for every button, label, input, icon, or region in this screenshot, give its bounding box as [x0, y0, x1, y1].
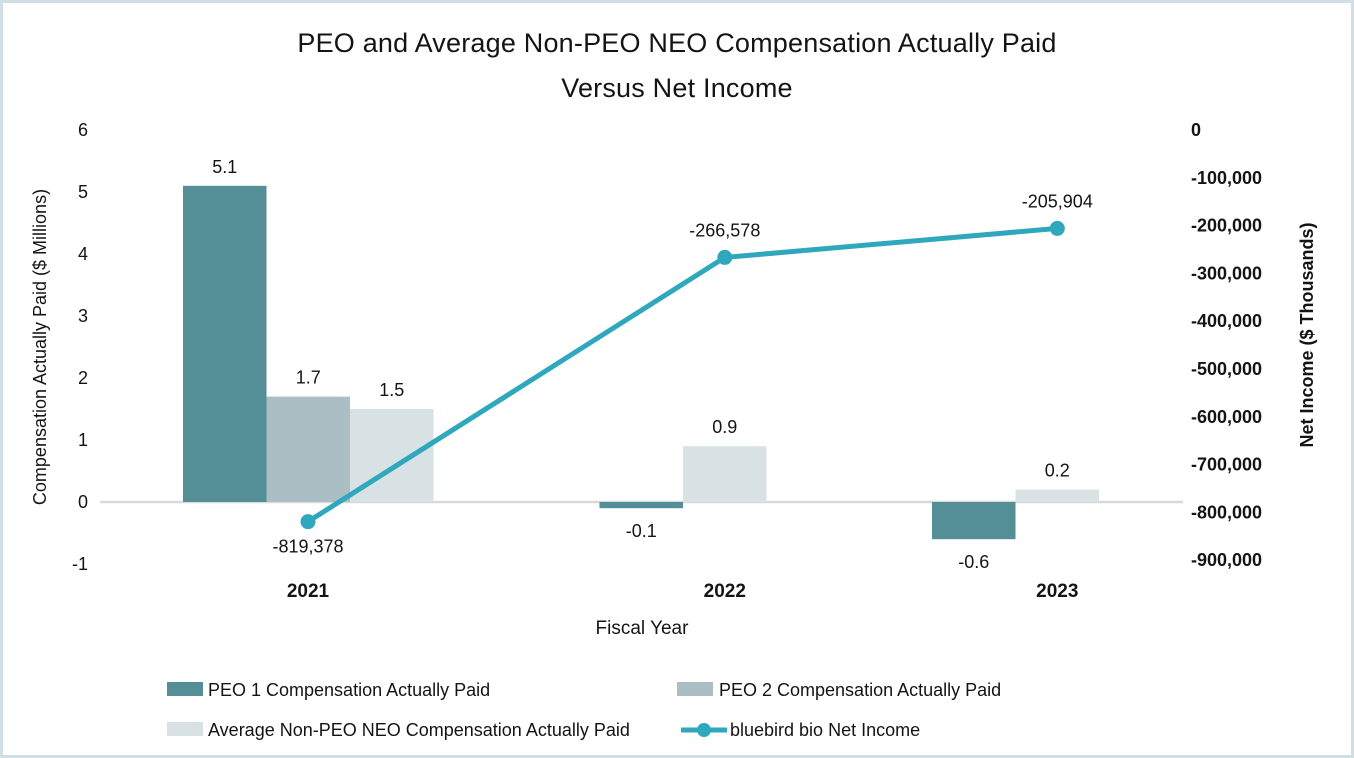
bar-series1-2023 [932, 502, 1016, 540]
bar-value-label: 0.9 [712, 417, 737, 437]
right-axis-tick: -700,000 [1191, 455, 1262, 475]
x-axis-label-2021: 2021 [287, 581, 330, 602]
chart-title-line2: Versus Net Income [561, 73, 793, 103]
legend-swatch-peo2 [677, 682, 713, 696]
left-axis-tick: 2 [78, 368, 88, 388]
bar-value-label: 1.7 [296, 368, 321, 388]
legend-item-peo2: PEO 2 Compensation Actually Paid [677, 680, 1001, 700]
left-axis-tick: 6 [78, 120, 88, 140]
net-income-data-label: -819,378 [272, 537, 343, 557]
left-axis-tick: 5 [78, 182, 88, 202]
right-axis-title: Net Income ($ Thousands) [1297, 222, 1317, 447]
left-axis-tick: -1 [72, 554, 88, 574]
x-axis-category-labels: 2021 2022 2023 [287, 581, 1079, 602]
x-axis-label-2022: 2022 [704, 581, 746, 602]
bar-value-label: -0.1 [626, 521, 657, 541]
legend-label-peo2: PEO 2 Compensation Actually Paid [719, 680, 1001, 700]
legend-item-peo1: PEO 1 Compensation Actually Paid [167, 680, 490, 700]
right-axis-tick: -300,000 [1191, 263, 1262, 283]
legend-swatch-avg-neo [167, 722, 203, 736]
bar-value-label: 1.5 [379, 380, 404, 400]
net-income-marker-2021 [300, 514, 316, 530]
legend-item-avg-neo: Average Non-PEO NEO Compensation Actuall… [167, 720, 630, 740]
right-axis-tick: 0 [1191, 120, 1201, 140]
legend: PEO 1 Compensation Actually Paid PEO 2 C… [167, 680, 1001, 740]
net-income-marker-2022 [717, 249, 733, 265]
bar-series1-2022 [599, 502, 683, 509]
right-axis-tick: -100,000 [1191, 168, 1262, 188]
left-axis-ticks: 6 5 4 3 2 1 0 -1 [72, 120, 88, 574]
net-income-data-label: -266,578 [689, 220, 760, 240]
left-axis-tick: 1 [78, 430, 88, 450]
right-axis-tick: -800,000 [1191, 502, 1262, 522]
left-axis-tick: 0 [78, 492, 88, 512]
right-axis-tick: -500,000 [1191, 359, 1262, 379]
chart-title-line1: PEO and Average Non-PEO NEO Compensation… [297, 28, 1056, 58]
bar-value-label: -0.6 [958, 552, 989, 572]
right-axis-tick: -600,000 [1191, 407, 1262, 427]
legend-label-avg-neo: Average Non-PEO NEO Compensation Actuall… [208, 720, 630, 740]
bar-series1-2021 [183, 185, 267, 503]
legend-label-net-income: bluebird bio Net Income [730, 720, 920, 740]
net-income-data-label: -205,904 [1022, 191, 1093, 211]
right-axis-ticks: 0 -100,000 -200,000 -300,000 -400,000 -500,00… [1191, 120, 1262, 570]
net-income-line-layer: -819,378 -266,578 -205,904 [272, 191, 1092, 556]
bar-value-labels: 5.1 -0.1 -0.6 1.7 1.5 0.9 0.2 [212, 157, 1070, 572]
x-axis-label-2023: 2023 [1036, 581, 1078, 602]
pay-vs-performance-chart: PEO and Average Non-PEO NEO Compensation… [30, 28, 1317, 740]
bar-value-label: 0.2 [1045, 461, 1070, 481]
x-axis-title: Fiscal Year [596, 618, 690, 639]
left-axis-tick: 3 [78, 306, 88, 326]
right-axis-tick: -200,000 [1191, 216, 1262, 236]
net-income-marker-2023 [1049, 220, 1065, 236]
right-axis-tick: -400,000 [1191, 311, 1262, 331]
bar-series2-2021 [266, 396, 350, 502]
left-axis-tick: 4 [78, 244, 88, 264]
left-axis-title: Compensation Actually Paid ($ Millions) [30, 189, 50, 505]
legend-item-net-income: bluebird bio Net Income [681, 720, 920, 740]
right-axis-tick: -900,000 [1191, 550, 1262, 570]
legend-label-peo1: PEO 1 Compensation Actually Paid [208, 680, 490, 700]
legend-swatch-peo1 [167, 682, 203, 696]
bar-series3-2022 [683, 446, 767, 502]
bar-value-label: 5.1 [212, 157, 237, 177]
legend-line-dot [697, 723, 711, 737]
bar-series3-2023 [1015, 489, 1099, 502]
